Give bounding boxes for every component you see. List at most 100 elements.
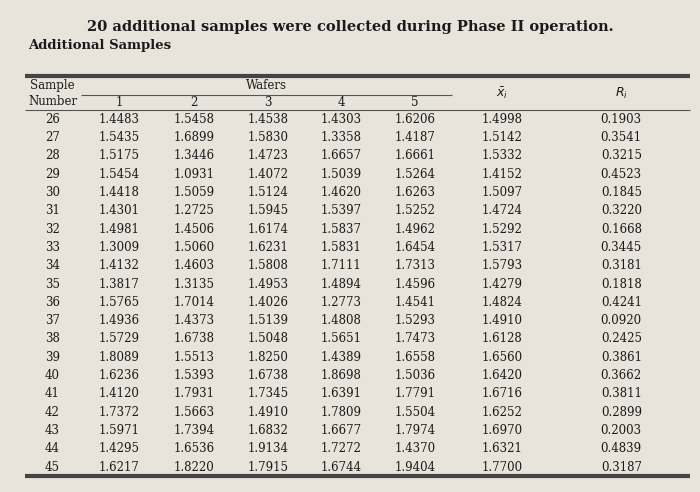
Text: 1.7809: 1.7809 <box>321 406 362 419</box>
Text: 1.5175: 1.5175 <box>99 150 139 162</box>
Text: Sample
Number: Sample Number <box>28 79 77 108</box>
Text: 1.4120: 1.4120 <box>99 387 139 400</box>
Text: 1.4370: 1.4370 <box>394 442 435 455</box>
Text: 0.0920: 0.0920 <box>601 314 642 327</box>
Text: 1.7915: 1.7915 <box>247 461 288 474</box>
Text: 1.4303: 1.4303 <box>321 113 362 126</box>
Text: 1.6657: 1.6657 <box>321 150 362 162</box>
Text: 1.5808: 1.5808 <box>247 259 288 272</box>
Text: 30: 30 <box>45 186 60 199</box>
Text: 1.9404: 1.9404 <box>394 461 435 474</box>
Text: 5: 5 <box>411 96 419 109</box>
Text: 1.7313: 1.7313 <box>394 259 435 272</box>
Text: 1.5435: 1.5435 <box>99 131 139 144</box>
Text: 1.6420: 1.6420 <box>482 369 523 382</box>
Text: 1.8089: 1.8089 <box>99 351 139 364</box>
Text: 1.4910: 1.4910 <box>482 314 523 327</box>
Text: 0.2003: 0.2003 <box>601 424 642 437</box>
Text: 1.7700: 1.7700 <box>482 461 523 474</box>
Text: 1.6661: 1.6661 <box>394 150 435 162</box>
Text: 0.3811: 0.3811 <box>601 387 642 400</box>
Text: 1.5059: 1.5059 <box>174 186 215 199</box>
Text: 34: 34 <box>45 259 60 272</box>
Text: 1.5837: 1.5837 <box>321 223 362 236</box>
Text: 38: 38 <box>45 333 60 345</box>
Text: 1.4981: 1.4981 <box>99 223 139 236</box>
Text: 1.5264: 1.5264 <box>394 168 435 181</box>
Text: 1.4295: 1.4295 <box>99 442 139 455</box>
Text: 1.6174: 1.6174 <box>247 223 288 236</box>
Text: 1.4418: 1.4418 <box>99 186 139 199</box>
Text: 1.5793: 1.5793 <box>482 259 523 272</box>
Text: 0.2899: 0.2899 <box>601 406 642 419</box>
Text: 1.7931: 1.7931 <box>174 387 215 400</box>
Text: 1.5142: 1.5142 <box>482 131 523 144</box>
Text: 1.5060: 1.5060 <box>174 241 215 254</box>
Text: 1.7473: 1.7473 <box>394 333 435 345</box>
Text: 2: 2 <box>190 96 198 109</box>
Text: 26: 26 <box>45 113 60 126</box>
Text: 1.5317: 1.5317 <box>482 241 523 254</box>
Text: 1.4279: 1.4279 <box>482 277 523 291</box>
Text: 1.6206: 1.6206 <box>394 113 435 126</box>
Text: 1.7791: 1.7791 <box>394 387 435 400</box>
Text: 0.4523: 0.4523 <box>601 168 642 181</box>
Text: 1.5039: 1.5039 <box>321 168 362 181</box>
Text: 1.4894: 1.4894 <box>321 277 362 291</box>
Text: 1.6536: 1.6536 <box>174 442 215 455</box>
Text: 1.8220: 1.8220 <box>174 461 215 474</box>
Text: 1.4808: 1.4808 <box>321 314 362 327</box>
Text: 1.4301: 1.4301 <box>99 204 139 217</box>
Text: 1.6738: 1.6738 <box>174 333 215 345</box>
Text: 1.4373: 1.4373 <box>174 314 215 327</box>
Text: 1.3009: 1.3009 <box>99 241 139 254</box>
Text: 1.0931: 1.0931 <box>174 168 215 181</box>
Text: 1.6454: 1.6454 <box>394 241 435 254</box>
Text: 0.2425: 0.2425 <box>601 333 642 345</box>
Text: 1.5663: 1.5663 <box>174 406 215 419</box>
Text: 0.3541: 0.3541 <box>601 131 642 144</box>
Text: 1.5765: 1.5765 <box>99 296 139 309</box>
Text: 33: 33 <box>45 241 60 254</box>
Text: 1.6236: 1.6236 <box>99 369 139 382</box>
Text: 1: 1 <box>116 96 122 109</box>
Text: 1.5971: 1.5971 <box>99 424 139 437</box>
Text: 1.5292: 1.5292 <box>482 223 523 236</box>
Text: 40: 40 <box>45 369 60 382</box>
Text: 1.8250: 1.8250 <box>247 351 288 364</box>
Text: 1.4962: 1.4962 <box>394 223 435 236</box>
Text: 1.5830: 1.5830 <box>247 131 288 144</box>
Text: 0.3181: 0.3181 <box>601 259 642 272</box>
Text: 1.4506: 1.4506 <box>174 223 215 236</box>
Text: 1.4541: 1.4541 <box>394 296 435 309</box>
Text: 1.5393: 1.5393 <box>174 369 215 382</box>
Text: 1.3135: 1.3135 <box>174 277 215 291</box>
Text: 1.4620: 1.4620 <box>321 186 362 199</box>
Text: 1.4824: 1.4824 <box>482 296 523 309</box>
Text: 1.4936: 1.4936 <box>99 314 139 327</box>
Text: 1.4723: 1.4723 <box>247 150 288 162</box>
Text: 0.3445: 0.3445 <box>601 241 642 254</box>
Text: 1.4187: 1.4187 <box>394 131 435 144</box>
Text: 44: 44 <box>45 442 60 455</box>
Text: 1.5513: 1.5513 <box>174 351 215 364</box>
Text: 1.6321: 1.6321 <box>482 442 523 455</box>
Text: 1.6744: 1.6744 <box>321 461 362 474</box>
Text: 1.3358: 1.3358 <box>321 131 362 144</box>
Text: 1.4132: 1.4132 <box>99 259 139 272</box>
Text: 0.1903: 0.1903 <box>601 113 642 126</box>
Text: Wafers: Wafers <box>246 79 286 92</box>
Text: 1.9134: 1.9134 <box>247 442 288 455</box>
Text: 1.6677: 1.6677 <box>321 424 362 437</box>
Text: 31: 31 <box>45 204 60 217</box>
Text: 0.3662: 0.3662 <box>601 369 642 382</box>
Text: 0.3215: 0.3215 <box>601 150 642 162</box>
Text: 1.5397: 1.5397 <box>321 204 362 217</box>
Text: 45: 45 <box>45 461 60 474</box>
Text: 1.4910: 1.4910 <box>247 406 288 419</box>
Text: 1.5651: 1.5651 <box>321 333 362 345</box>
Text: 1.5124: 1.5124 <box>247 186 288 199</box>
Text: 1.2773: 1.2773 <box>321 296 362 309</box>
Text: 1.5454: 1.5454 <box>99 168 139 181</box>
Text: 36: 36 <box>45 296 60 309</box>
